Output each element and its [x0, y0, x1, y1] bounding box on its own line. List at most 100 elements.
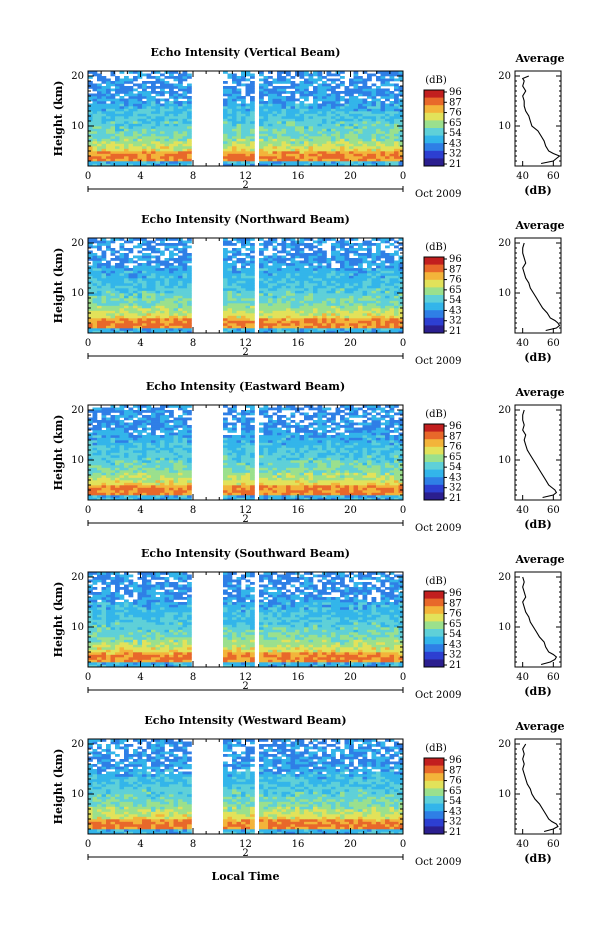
heatmap-cell: [385, 320, 390, 324]
heatmap-cell: [268, 487, 273, 491]
heatmap-cell: [259, 313, 264, 316]
heatmap-cell: [232, 298, 237, 301]
heatmap-cell: [137, 136, 143, 139]
heatmap-cell: [164, 128, 170, 132]
colorbar-segment: [424, 152, 444, 155]
heatmap-cell: [101, 308, 107, 311]
heatmap-cell: [164, 270, 170, 274]
heatmap-cell: [326, 131, 332, 134]
heatmap-cell: [304, 278, 309, 281]
heatmap-cell: [227, 86, 233, 89]
heatmap-cell: [385, 290, 390, 294]
heatmap-cell: [358, 101, 363, 104]
heatmap-cell: [335, 260, 341, 264]
heatmap-cell: [92, 295, 98, 299]
heatmap-cell: [290, 158, 296, 162]
colorbar-segment: [424, 321, 444, 324]
heatmap-cell: [322, 320, 327, 324]
heatmap-cell: [155, 325, 161, 329]
heatmap-cell: [101, 253, 107, 256]
heatmap-cell: [124, 265, 129, 269]
heatmap-cell: [322, 161, 327, 164]
heatmap-cell: [142, 325, 147, 329]
heatmap-cell: [268, 146, 273, 149]
heatmap-cell: [259, 123, 264, 127]
heatmap-cell: [340, 283, 345, 286]
heatmap-cell: [155, 151, 161, 154]
heatmap-cell: [259, 71, 264, 74]
heatmap-cell: [227, 128, 233, 132]
heatmap-cell: [182, 320, 188, 324]
heatmap-cell: [367, 88, 372, 92]
heatmap-cell: [151, 303, 156, 306]
heatmap-cell: [344, 118, 350, 122]
heatmap-cell: [349, 273, 354, 276]
heatmap-cell: [187, 325, 192, 329]
heatmap-cell: [128, 96, 134, 99]
heatmap-cell: [187, 83, 192, 87]
heatmap-cell: [245, 318, 251, 321]
heatmap-cell: [295, 86, 300, 89]
heatmap-cell: [326, 308, 332, 311]
heatmap-cell: [281, 250, 287, 254]
heatmap-cell: [155, 295, 161, 299]
heatmap-cell: [353, 270, 359, 274]
heatmap-cell: [187, 128, 192, 132]
heatmap-cell: [245, 248, 251, 251]
heatmap-cell: [160, 133, 165, 137]
heatmap-cell: [227, 497, 233, 501]
heatmap-cell: [259, 121, 264, 124]
heatmap-cell: [178, 240, 183, 244]
heatmap-cell: [286, 253, 291, 256]
heatmap-cell: [232, 106, 237, 109]
heatmap-cell: [232, 123, 237, 127]
heatmap-cell: [385, 300, 390, 304]
heatmap-cell: [277, 263, 282, 266]
heatmap-cell: [124, 103, 129, 107]
heatmap-cell: [88, 156, 93, 159]
heatmap-cell: [155, 146, 161, 149]
heatmap-cell: [173, 123, 179, 127]
heatmap-cell: [277, 268, 282, 271]
heatmap-cell: [259, 253, 264, 256]
heatmap-cell: [376, 118, 381, 122]
heatmap-cell: [128, 108, 134, 112]
heatmap-cell: [281, 298, 287, 301]
heatmap-cell: [295, 263, 300, 266]
heatmap-cell: [88, 76, 93, 79]
heatmap-cell: [335, 86, 341, 89]
heatmap-cell: [146, 323, 152, 326]
heatmap-cell: [331, 320, 336, 324]
heatmap-cell: [317, 88, 323, 92]
heatmap-cell: [331, 318, 336, 321]
heatmap-cell: [367, 73, 372, 77]
heatmap-cell: [223, 275, 228, 279]
heatmap-cell: [160, 318, 165, 321]
heatmap-cell: [322, 275, 327, 279]
heatmap-cell: [326, 151, 332, 154]
heatmap-cell: [232, 133, 237, 137]
heatmap-cell: [326, 315, 332, 319]
heatmap-cell: [119, 143, 125, 147]
heatmap-cell: [187, 238, 192, 241]
heatmap-cell: [326, 113, 332, 117]
heatmap-cell: [389, 315, 395, 319]
x-tick-label: 12: [239, 338, 252, 349]
heatmap-cell: [128, 258, 134, 261]
heatmap-cell: [164, 303, 170, 306]
heatmap-cell: [155, 108, 161, 112]
heatmap-cell: [286, 303, 291, 306]
heatmap-cell: [326, 156, 332, 159]
heatmap-cell: [164, 258, 170, 261]
heatmap-cell: [232, 128, 237, 132]
heatmap-cell: [137, 308, 143, 311]
heatmap-cell: [142, 285, 147, 289]
heatmap-cell: [380, 328, 386, 331]
heatmap-cell: [146, 108, 152, 112]
heatmap-cell: [326, 328, 332, 331]
heatmap-cell: [164, 91, 170, 94]
heatmap-cell: [88, 290, 93, 294]
x-tick-label: 20: [344, 171, 357, 182]
heatmap-cell: [326, 313, 332, 316]
heatmap-cell: [308, 156, 314, 159]
